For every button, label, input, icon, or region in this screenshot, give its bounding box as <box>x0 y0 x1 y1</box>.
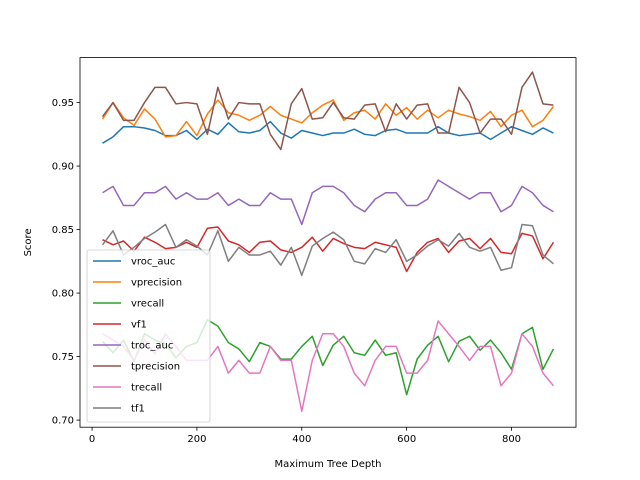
series-line-tprecision <box>101 71 554 151</box>
legend-label-trecall: trecall <box>131 383 162 394</box>
legend-box <box>86 249 211 423</box>
y-axis: 0.70 0.75 0.80 0.85 0.90 0.95 <box>52 98 80 427</box>
series-line-vroc_auc <box>102 120 554 144</box>
legend-label-vf1: vf1 <box>131 320 147 331</box>
x-tick-label: 0 <box>89 434 95 445</box>
legend-label-vprecision: vprecision <box>131 278 182 289</box>
series-line-troc_auc <box>102 179 554 226</box>
y-tick-label: 0.80 <box>52 289 74 300</box>
legend-label-tf1: tf1 <box>131 404 145 415</box>
series-line-vprecision <box>101 99 555 138</box>
y-axis-label: Score <box>23 228 34 256</box>
x-axis: 0 200 400 600 800 <box>89 427 521 445</box>
legend: vroc_auc vprecision vrecall vf1 troc_auctpre… <box>86 249 211 423</box>
y-tick-label: 0.70 <box>52 416 74 427</box>
series-line-tf1 <box>101 223 554 277</box>
y-tick-label: 0.75 <box>52 352 74 363</box>
x-axis-label: Maximum Tree Depth <box>275 459 382 470</box>
y-tick-label: 0.85 <box>52 225 74 236</box>
legend-label-vrecall: vrecall <box>131 299 164 310</box>
x-tick-label: 800 <box>502 434 521 445</box>
x-tick-label: 200 <box>187 434 206 445</box>
y-tick-label: 0.90 <box>52 162 74 173</box>
legend-label-vroc_auc: vroc_auc <box>131 257 175 268</box>
plot-frame <box>79 57 577 428</box>
x-tick-label: 400 <box>292 434 311 445</box>
legend-label-tprecision: tprecision <box>131 362 180 373</box>
legend-label-troc_auc: troc_auc <box>131 341 173 352</box>
y-tick-label: 0.95 <box>52 98 74 109</box>
x-tick-label: 600 <box>397 434 416 445</box>
